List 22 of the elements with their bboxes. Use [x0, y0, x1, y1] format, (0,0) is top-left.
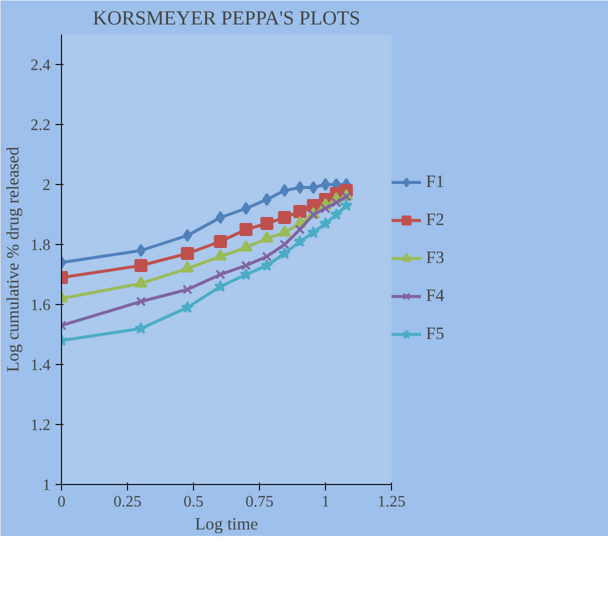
chart-title: KORSMEYER PEPPA'S PLOTS — [92, 8, 360, 30]
legend-label: F4 — [426, 286, 446, 306]
y-tick-label: 1.8 — [30, 237, 50, 254]
y-tick-label: 1.6 — [30, 297, 50, 314]
x-tick-label: 0.75 — [246, 494, 274, 510]
y-tick-label: 1.2 — [30, 417, 50, 434]
legend-label: F3 — [426, 248, 446, 268]
y-tick-label: 2 — [42, 177, 50, 194]
y-tick-label: 1 — [42, 477, 50, 494]
x-tick-label: 0.5 — [184, 494, 204, 510]
y-tick-label: 2.4 — [30, 57, 50, 74]
legend-label: F2 — [426, 210, 446, 230]
legend-label: F5 — [426, 324, 446, 344]
x-axis-title: Log time — [194, 514, 258, 534]
legend-label: F1 — [426, 172, 446, 192]
x-tick-label: 1 — [322, 494, 330, 510]
x-tick-label: 1.25 — [378, 494, 406, 510]
y-tick-label: 2.2 — [30, 117, 50, 134]
x-tick-label: 0 — [58, 494, 66, 510]
y-axis-title: Log cumulative % drug released — [4, 146, 22, 372]
y-tick-label: 1.4 — [30, 357, 50, 374]
x-tick-label: 0.25 — [114, 494, 142, 510]
